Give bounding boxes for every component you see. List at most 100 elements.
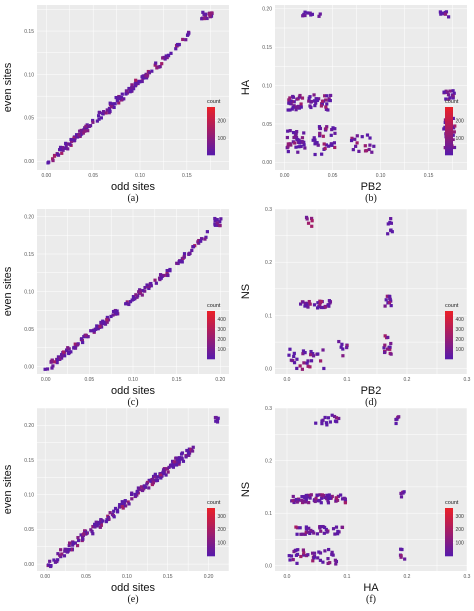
heat-cell	[333, 127, 337, 131]
heat-cell	[317, 97, 321, 101]
heat-cell	[304, 530, 308, 534]
heat-cell	[313, 499, 317, 504]
heat-cell	[318, 303, 322, 307]
heat-cell	[323, 146, 327, 151]
legend-swatch	[207, 317, 215, 320]
legend-swatch	[445, 522, 453, 525]
heat-cell	[287, 101, 291, 105]
legend-swatch	[445, 319, 453, 322]
heat-cell	[145, 482, 149, 486]
heat-cell	[307, 299, 311, 304]
heat-cell	[166, 273, 170, 277]
heat-cell	[93, 522, 97, 526]
heat-cell	[312, 303, 317, 307]
heat-cell	[319, 104, 324, 108]
heat-cell	[197, 238, 201, 243]
heat-cell	[205, 16, 209, 21]
heat-cell	[161, 56, 165, 60]
heat-cell	[306, 359, 310, 363]
legend-swatch	[207, 546, 215, 549]
heat-cell	[139, 485, 144, 489]
heat-cell	[95, 119, 99, 123]
heat-cell	[216, 416, 220, 420]
heat-cell	[120, 502, 124, 507]
heat-cell	[120, 92, 124, 96]
heat-cell	[330, 550, 334, 554]
heat-cell	[67, 543, 71, 548]
heat-cell	[109, 105, 113, 109]
heat-cell	[134, 293, 138, 297]
heat-cell	[355, 134, 359, 138]
legend-swatch	[445, 107, 453, 110]
legend-swatch	[207, 530, 215, 533]
heat-cell	[199, 237, 204, 241]
y-tick-label: 0.3	[265, 406, 272, 412]
heat-cell	[286, 142, 290, 146]
heat-cell	[81, 537, 85, 541]
legend-swatch	[445, 357, 453, 360]
legend-swatch	[207, 107, 215, 110]
heat-cell	[314, 496, 318, 500]
heat-cell	[153, 475, 157, 479]
heat-cell	[134, 494, 138, 498]
legend-swatch	[207, 544, 215, 547]
heat-cell	[115, 508, 120, 512]
heat-cell	[131, 85, 135, 89]
heat-cell	[318, 134, 322, 138]
heat-cell	[354, 144, 358, 148]
color-legend: count 400 300 200 100	[207, 303, 226, 360]
heat-cell	[288, 108, 292, 112]
heat-cell	[125, 300, 129, 304]
heat-cell	[329, 133, 333, 137]
heat-cell	[316, 306, 320, 310]
heat-cell	[438, 10, 442, 14]
heat-cell	[331, 126, 335, 130]
heat-cell	[443, 12, 448, 16]
heat-cell	[101, 111, 105, 115]
heat-cell	[147, 486, 151, 490]
heat-cell	[388, 296, 392, 300]
legend-tick-label: 300	[456, 327, 465, 333]
heat-cell	[81, 340, 85, 345]
heat-cell	[444, 97, 448, 101]
heat-cell	[104, 519, 108, 524]
heat-cell	[55, 559, 59, 564]
legend-swatch	[207, 516, 215, 519]
legend-swatch	[207, 323, 215, 326]
panel-letter: (b)	[365, 193, 377, 204]
heat-cell	[65, 550, 69, 554]
heat-cell	[308, 11, 312, 15]
legend-swatch	[207, 123, 215, 126]
y-tick-label: 0.00	[24, 159, 34, 165]
legend-swatch	[445, 512, 453, 515]
y-tick-label: 0.00	[24, 562, 34, 568]
heat-cell	[159, 276, 163, 280]
legend-swatch	[207, 351, 215, 354]
heat-cell	[345, 345, 349, 350]
heat-cell	[303, 496, 307, 500]
heat-cell	[323, 495, 327, 500]
heat-cell	[312, 93, 316, 97]
legend-swatch	[445, 123, 453, 126]
heat-cell	[333, 532, 337, 536]
heat-cell	[384, 298, 388, 302]
heat-cell	[306, 364, 310, 368]
heat-cell	[385, 347, 390, 351]
heat-cell	[66, 142, 70, 146]
heat-cell	[305, 494, 309, 498]
heat-cell	[131, 295, 136, 299]
heatmap-cells	[46, 10, 214, 165]
heat-cell	[179, 456, 184, 460]
heat-cell	[336, 529, 340, 534]
heat-cell	[180, 260, 184, 264]
legend-swatch	[207, 333, 215, 336]
heat-cell	[76, 536, 80, 540]
heat-cell	[306, 530, 310, 534]
heat-cell	[340, 525, 344, 529]
heat-cell	[328, 301, 332, 305]
heat-cell	[158, 64, 162, 69]
y-tick-label: 0.15	[262, 45, 272, 51]
heat-cell	[315, 141, 319, 145]
heat-cell	[63, 549, 67, 553]
heat-cell	[304, 498, 308, 502]
